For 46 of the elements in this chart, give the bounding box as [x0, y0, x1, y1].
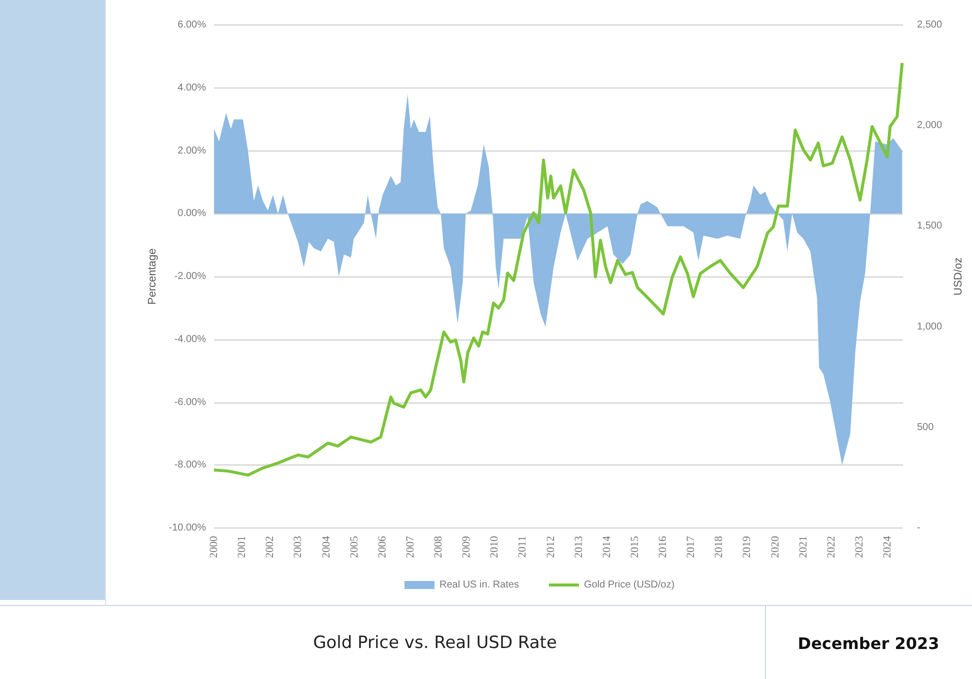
x-tick-label: 2009 [460, 536, 473, 558]
text: Gold Price vs. Real USD Rate [105, 606, 766, 679]
y2-tick-label: 500 [917, 422, 934, 433]
x-tick-label: 2019 [741, 536, 754, 558]
x-tick-label: 2001 [236, 536, 248, 558]
legend-label: Gold Price (USD/oz) [584, 580, 675, 590]
x-tick-label: 2000 [208, 536, 220, 558]
x-tick-label: 2007 [404, 536, 416, 558]
text: December 2023 [796, 632, 940, 654]
x-tick-label: 2013 [572, 536, 585, 558]
y2-tick-label: 1,500 [917, 220, 942, 232]
x-tick-label: 2003 [292, 536, 304, 558]
x-tick-label: 2018 [713, 536, 726, 558]
x-tick-label: 2012 [544, 536, 557, 558]
y-tick-label: -2.00% [174, 271, 206, 282]
y-tick-label: 0.00% [178, 208, 206, 220]
y-tick-label: 4.00% [178, 82, 206, 94]
x-tick-label: 2004 [320, 536, 332, 558]
x-tick-label: 2015 [628, 536, 641, 558]
x-tick-label: 2016 [657, 536, 670, 558]
x-tick-label: 2002 [264, 536, 276, 558]
y-tick-label: -4.00% [174, 334, 206, 345]
x-tick-label: 2020 [769, 536, 782, 558]
x-tick-label: 2021 [797, 536, 810, 558]
y2-axis-title: USD/oz [952, 258, 964, 296]
y2-tick-label: 2,000 [917, 120, 942, 132]
x-tick-label: 2010 [488, 536, 501, 558]
y2-tick-label: 2,500 [917, 20, 942, 30]
y-tick-label: -8.00% [174, 460, 206, 471]
x-tick-label: 2008 [432, 536, 445, 558]
y-tick-label: 2.00% [178, 145, 206, 156]
x-tick-label: 2017 [685, 536, 698, 558]
y2-tick-label: - [917, 522, 920, 534]
x-tick-label: 2023 [854, 536, 866, 558]
x-tick-label: 2005 [348, 536, 360, 558]
x-tick-label: 2011 [516, 536, 529, 558]
y-axis-title: Percentage [146, 248, 158, 305]
x-tick-label: 2014 [600, 536, 613, 558]
x-tick-label: 2024 [882, 536, 894, 558]
y2-tick-label: 1,000 [917, 321, 942, 332]
legend-label: Real US in. Rates [439, 580, 519, 590]
y-tick-label: 6.00% [178, 20, 206, 30]
x-tick-label: 2022 [825, 536, 838, 558]
y-tick-label: -6.00% [174, 396, 206, 408]
x-tick-label: 2006 [376, 536, 388, 558]
y-tick-label: -10.00% [168, 522, 206, 534]
